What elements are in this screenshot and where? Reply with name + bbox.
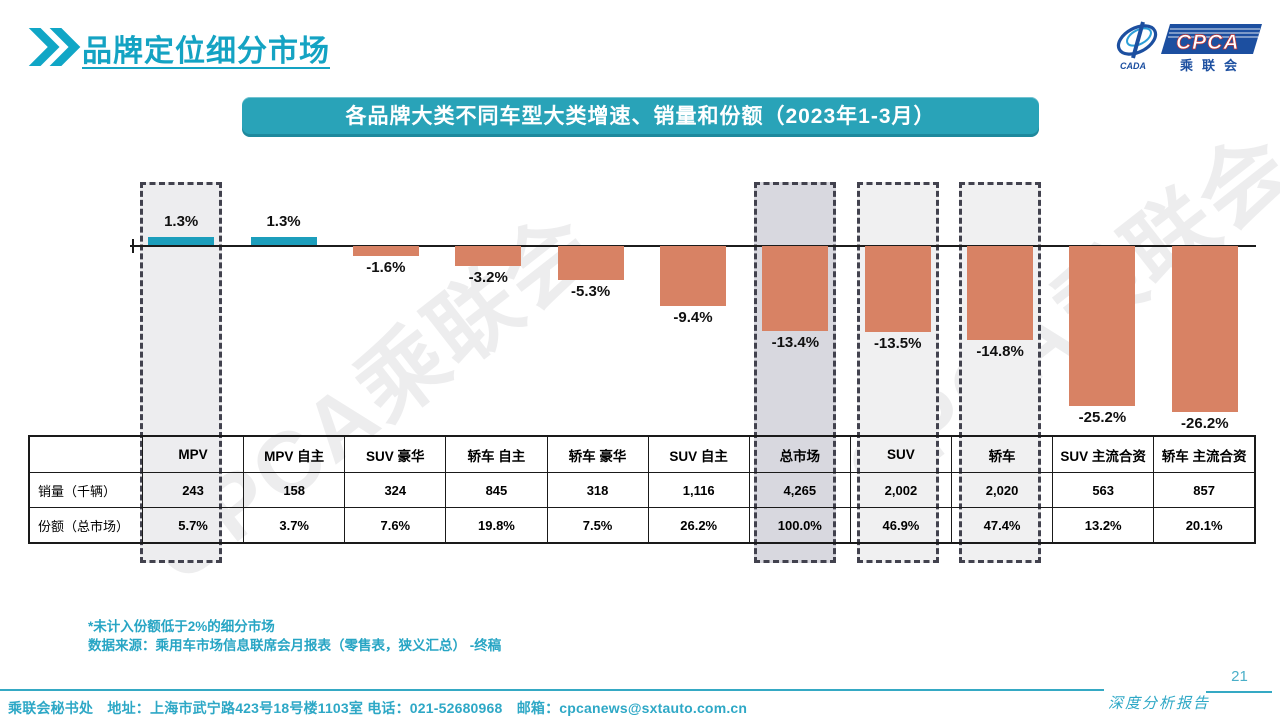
table-header-col-11: 轿车 主流合资: [1153, 435, 1256, 473]
table-cell-r2-c1: 5.7%: [141, 507, 245, 544]
bar-col-6: [660, 246, 726, 306]
bar-col-8: [864, 246, 931, 332]
table-cell-r1-c6: 1,116: [647, 472, 750, 508]
bar-col-7: [762, 246, 829, 332]
table-cell-r2-c6: 26.2%: [647, 507, 750, 544]
table-header-col-1: MPV: [141, 435, 245, 473]
page-number: 21: [1231, 668, 1248, 685]
table-cell-r1-c3: 324: [344, 472, 447, 508]
table-row-header-2: 份额（总市场）: [28, 507, 143, 544]
logo-cpca-text: CPCA: [1176, 31, 1240, 54]
logo-cn-text: 乘联会: [1179, 58, 1246, 73]
table-header-col-9: 轿车: [950, 435, 1054, 473]
table-header-col-8: SUV: [849, 435, 953, 473]
bar-value-label-col-4: -3.2%: [468, 269, 508, 287]
table-cell-r2-c7: 100.0%: [748, 507, 851, 544]
bar-col-4: [455, 246, 522, 267]
table-cell-r2-c5: 7.5%: [546, 507, 649, 544]
bar-col-3: [352, 246, 419, 257]
footer-contact: 乘联会秘书处 地址：上海市武宁路423号18号楼1103室 电话：021-526…: [8, 700, 748, 716]
header: 品牌定位细分市场 CADA CPCA 乘联会: [0, 0, 1280, 90]
bar-col-5: [557, 246, 624, 280]
table-cell-r2-c8: 46.9%: [849, 507, 953, 544]
data-table: MPV MPV 自主 SUV 豪华 轿车 自主 轿车 豪华 SUV 自主 总市场 SUV 轿车 S…: [28, 435, 1256, 544]
table-cell-r2-c2: 3.7%: [243, 507, 346, 544]
table-cell-r1-c8: 2,002: [849, 472, 953, 508]
table-header-col-10: SUV 主流合资: [1052, 435, 1155, 473]
table-header-col-7: 总市场: [748, 435, 851, 473]
double-chevron-icon: [28, 28, 81, 66]
bar-value-label-col-1: 1.3%: [164, 212, 199, 230]
bar-value-label-col-10: -25.2%: [1078, 409, 1127, 427]
table-header-col-3: SUV 豪华: [344, 435, 447, 473]
table-cell-r1-c1: 243: [141, 472, 245, 508]
bar-value-label-col-11: -26.2%: [1181, 415, 1229, 433]
table-header-col-2: MPV 自主: [243, 435, 346, 473]
cpca-logo: CADA CPCA 乘联会: [1116, 21, 1262, 73]
bar-value-label-col-3: -1.6%: [366, 259, 406, 277]
table-cell-r2-c11: 20.1%: [1153, 507, 1256, 544]
bar-chart: 1.3% 1.3% -1.6% -3.2% -5.3% -9.4% -13.4% -13.5%…: [28, 160, 1256, 590]
table-header-col-5: 轿车 豪华: [546, 435, 649, 473]
table-header-col-4: 轿车 自主: [445, 435, 548, 473]
bar-col-10: [1069, 246, 1136, 407]
table-cell-r1-c5: 318: [546, 472, 649, 508]
table-cell-r2-c4: 19.8%: [445, 507, 548, 544]
x-axis-tick: [132, 239, 134, 253]
table-cell-r1-c11: 857: [1153, 472, 1256, 508]
table-cell-r1-c10: 563: [1052, 472, 1155, 508]
footnotes: *未计入份额低于2%的细分市场 数据来源：乘用车市场信息联席会月报表（零售表，狭…: [88, 617, 501, 655]
logo-cada-text: CADA: [1120, 61, 1146, 71]
table-cell-r2-c3: 7.6%: [344, 507, 447, 544]
bar-col-1: [148, 236, 215, 245]
bar-col-11: [1171, 246, 1238, 413]
bar-value-label-col-5: -5.3%: [571, 282, 611, 300]
table-cell-r1-c9: 2,020: [950, 472, 1054, 508]
table-cell-r2-c10: 13.2%: [1052, 507, 1155, 544]
table-cell-r1-c2: 158: [243, 472, 346, 508]
bar-value-label-col-8: -13.5%: [873, 334, 922, 352]
footnote-line-1: *未计入份额低于2%的细分市场: [88, 619, 275, 634]
footnote-line-2: 数据来源：乘用车市场信息联席会月报表（零售表，狭义汇总） -终稿: [88, 638, 502, 653]
table-row: 销量（千辆） 243 158 324 845 318 1,116 4,265 2,002 2,02…: [28, 472, 1256, 508]
bar-value-label-col-9: -14.8%: [976, 342, 1024, 360]
table-header-col-6: SUV 自主: [647, 435, 750, 473]
table-row: 份额（总市场） 5.7% 3.7% 7.6% 19.8% 7.5% 26.2% 100.0% 4…: [28, 507, 1256, 544]
table-cell-r1-c4: 845: [445, 472, 548, 508]
footer-divider-line: [0, 689, 1104, 691]
bar-col-9: [967, 246, 1034, 340]
table-corner-cell: [28, 435, 143, 473]
bar-value-label-col-7: -13.4%: [771, 334, 820, 352]
page-title: 品牌定位细分市场: [82, 35, 330, 68]
bar-value-label-col-6: -9.4%: [673, 308, 713, 326]
table-cell-r1-c7: 4,265: [748, 472, 851, 508]
table-cell-r2-c9: 47.4%: [950, 507, 1054, 544]
bar-col-2: [250, 236, 317, 245]
table-row-header-1: 销量（千辆）: [28, 472, 143, 508]
report-type-label: 深度分析报告: [1108, 694, 1211, 712]
chart-title-banner: 各品牌大类不同车型大类增速、销量和份额（2023年1-3月）: [242, 97, 1039, 137]
bar-value-label-col-2: 1.3%: [266, 212, 301, 230]
page-number-line: [1206, 691, 1272, 693]
